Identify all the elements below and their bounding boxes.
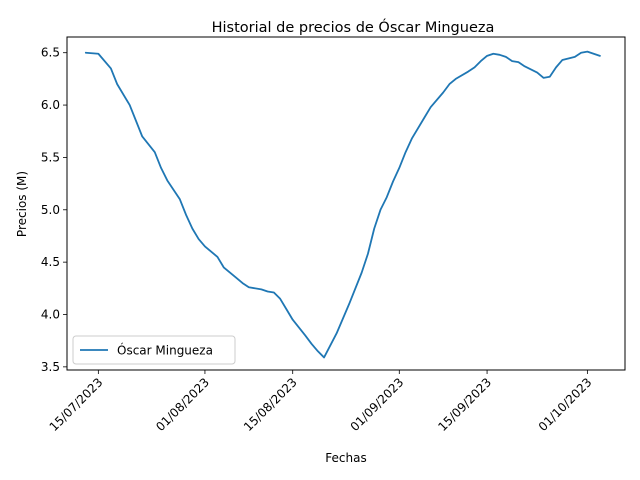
legend-label: Óscar Mingueza <box>117 343 213 358</box>
y-axis-label: Precios (M) <box>15 171 29 237</box>
y-tick-label: 5.0 <box>41 203 60 217</box>
y-tick-label: 6.5 <box>41 46 60 60</box>
legend: Óscar Mingueza <box>72 335 236 365</box>
x-axis-label: Fechas <box>325 451 366 465</box>
y-tick-label: 6.0 <box>41 98 60 112</box>
plot-frame <box>66 36 626 371</box>
legend-box <box>72 335 236 365</box>
series-line <box>84 50 601 359</box>
series-layer <box>84 50 601 359</box>
y-tick-label: 3.5 <box>41 360 60 374</box>
chart-title: Historial de precios de Óscar Mingueza <box>212 18 495 36</box>
y-axis: 3.5 4.0 4.5 5.0 5.5 6.0 6.5 <box>41 46 67 374</box>
y-tick-label: 4.0 <box>41 308 60 322</box>
y-tick-label: 5.5 <box>41 150 60 164</box>
y-tick-label: 4.5 <box>41 255 60 269</box>
